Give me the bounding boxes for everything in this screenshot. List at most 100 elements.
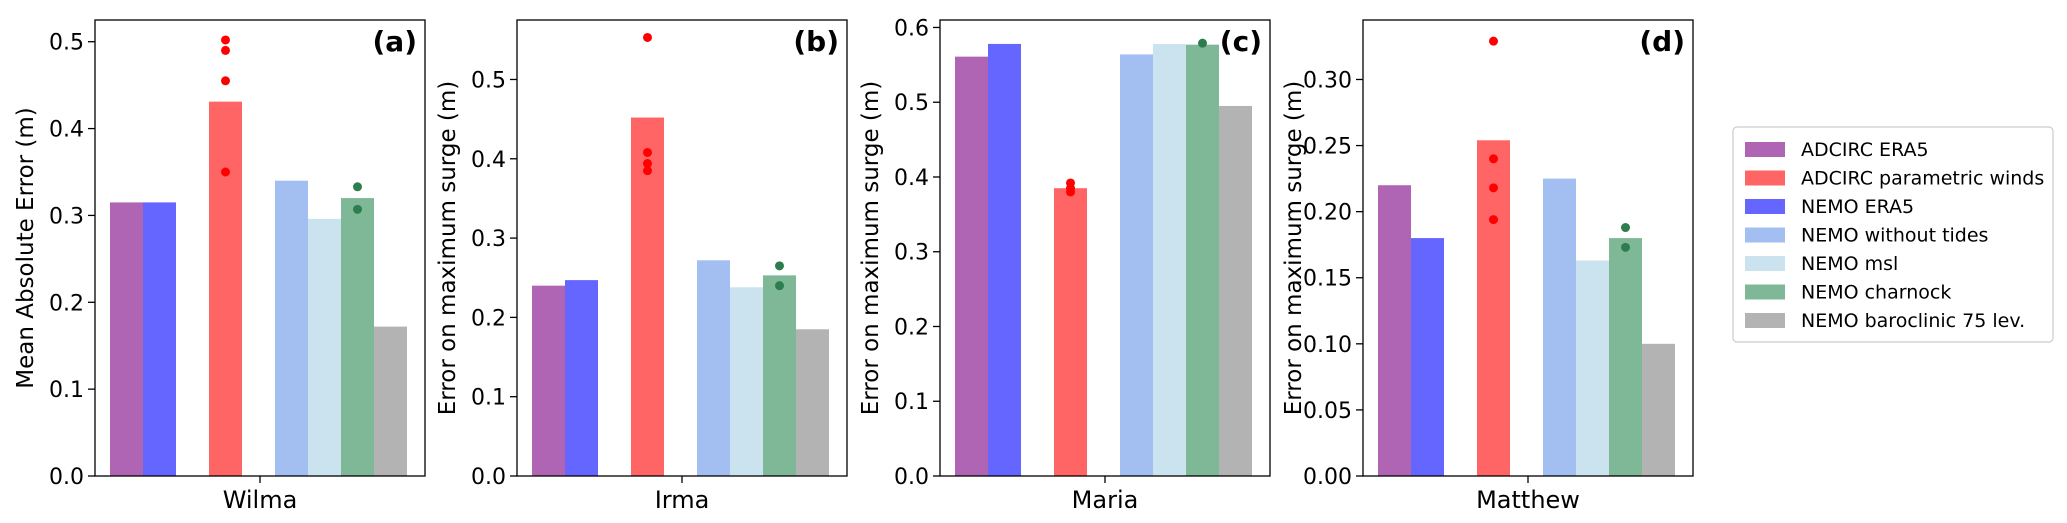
legend-swatch (1745, 227, 1785, 243)
legend-label: ADCIRC ERA5 (1801, 139, 1929, 161)
y-axis-label: Mean Absolute Error (m) (13, 107, 39, 389)
bar-adcirc-era5 (1378, 185, 1411, 476)
bar-nemo-era5 (143, 202, 176, 476)
legend-swatch (1745, 256, 1785, 271)
bar-nemo-without-tides (697, 260, 730, 476)
y-tick-label: 0.4 (894, 166, 929, 191)
y-tick-label: 0.00 (1303, 465, 1352, 490)
y-tick-label: 0.05 (1303, 399, 1352, 424)
y-tick-label: 0.1 (894, 390, 929, 415)
bar-adcirc-era5 (955, 56, 988, 476)
legend-entry-nemo-charnock: NEMO charnock (1745, 282, 1951, 304)
y-tick-label: 0.0 (49, 465, 84, 490)
bar-nemo-msl (1576, 260, 1609, 476)
point-nemo-charnock (775, 261, 784, 271)
legend-entry-nemo-era5: NEMO ERA5 (1745, 196, 1914, 218)
bar-nemo-baroclinic-75-lev (1219, 105, 1252, 476)
bar-nemo-era5 (565, 280, 598, 476)
point-nemo-charnock (353, 204, 362, 214)
bar-nemo-charnock (341, 198, 374, 477)
legend-swatch (1745, 199, 1785, 214)
bar-nemo-charnock (1186, 44, 1219, 476)
bar-adcirc-parametric-winds (1477, 140, 1510, 476)
y-tick-label: 0.30 (1303, 68, 1352, 93)
panel-matthew: 0.00 0.05 0.10 0.15 0.20 0.25 0.30 Matthew Error… (1281, 19, 1694, 514)
point-nemo-charnock (353, 182, 362, 192)
y-tick-label: 0.25 (1303, 135, 1352, 160)
point-nemo-charnock (1621, 223, 1630, 233)
panel-tag: (a) (373, 25, 418, 58)
panel-tag: (c) (1220, 25, 1262, 58)
y-tick-label: 0.3 (894, 241, 929, 266)
bar-nemo-baroclinic-75-lev (374, 326, 407, 476)
point-adcirc-parametric-winds (1489, 36, 1498, 46)
legend-entry-nemo-baroclinic-75-lev: NEMO baroclinic 75 lev. (1745, 310, 2025, 332)
point-adcirc-parametric-winds (643, 159, 652, 169)
bar-nemo-era5 (988, 43, 1021, 476)
y-axis-label: Error on maximum surge (m) (858, 81, 884, 416)
bar-nemo-msl (730, 287, 763, 476)
bar-nemo-without-tides (1120, 54, 1153, 476)
legend-entry-nemo-msl: NEMO msl (1745, 253, 1898, 275)
x-category-label: Maria (1072, 486, 1139, 514)
legend-label: NEMO baroclinic 75 lev. (1801, 310, 2025, 332)
point-adcirc-parametric-winds (221, 167, 230, 177)
panel-maria: 0.0 0.1 0.2 0.3 0.4 0.5 0.6 Maria Error on maxim… (858, 16, 1271, 514)
y-tick-label: 0.5 (49, 31, 84, 56)
legend: ADCIRC ERA5 ADCIRC parametric winds NEMO E… (1732, 126, 2054, 343)
bar-nemo-era5 (1411, 238, 1444, 476)
y-axis-label: Error on maximum surge (m) (435, 81, 461, 416)
x-category-label: Wilma (223, 486, 298, 514)
bar-adcirc-parametric-winds (209, 101, 242, 476)
bar-adcirc-parametric-winds (1054, 188, 1087, 476)
legend-swatch (1745, 142, 1785, 157)
legend-label: NEMO ERA5 (1801, 196, 1914, 218)
legend-swatch (1745, 170, 1785, 186)
point-adcirc-parametric-winds (1489, 154, 1498, 164)
legend-label: NEMO without tides (1801, 225, 1988, 247)
point-adcirc-parametric-winds (1489, 183, 1498, 193)
point-adcirc-parametric-winds (221, 76, 230, 86)
bar-nemo-without-tides (275, 180, 308, 476)
y-tick-label: 0.3 (49, 204, 84, 229)
bar-nemo-charnock (763, 275, 796, 476)
y-tick-label: 0.0 (894, 465, 929, 490)
panel-irma: 0.0 0.1 0.2 0.3 0.4 0.5 Irma Error on maximum s… (435, 19, 848, 514)
legend-swatch (1745, 313, 1785, 328)
y-tick-label: 0.20 (1303, 201, 1352, 226)
bar-nemo-without-tides (1543, 178, 1576, 476)
y-tick-label: 0.2 (894, 315, 929, 340)
bar-nemo-baroclinic-75-lev (1642, 343, 1675, 476)
point-adcirc-parametric-winds (643, 32, 652, 42)
legend-frame (1732, 126, 2054, 343)
point-adcirc-parametric-winds (221, 45, 230, 55)
legend-swatch (1745, 284, 1785, 300)
bar-adcirc-era5 (110, 202, 143, 476)
bar-adcirc-era5 (532, 285, 565, 476)
bar-nemo-charnock (1609, 238, 1642, 476)
point-nemo-charnock (775, 281, 784, 291)
point-adcirc-parametric-winds (643, 166, 652, 176)
y-tick-label: 0.4 (49, 118, 84, 143)
y-tick-label: 0.2 (49, 291, 84, 316)
y-tick-label: 0.0 (471, 465, 506, 490)
y-tick-label: 0.4 (471, 148, 506, 173)
panel-tag: (d) (1639, 25, 1685, 58)
legend-entry-adcirc-era5: ADCIRC ERA5 (1745, 139, 1929, 161)
y-tick-label: 0.5 (894, 91, 929, 116)
y-tick-label: 0.10 (1303, 333, 1352, 358)
point-adcirc-parametric-winds (643, 147, 652, 157)
panel-tag: (b) (793, 25, 839, 58)
legend-label: NEMO msl (1801, 253, 1898, 275)
legend-entry-nemo-without-tides: NEMO without tides (1745, 225, 1988, 247)
x-category-label: Irma (655, 486, 710, 514)
bar-adcirc-parametric-winds (631, 117, 664, 477)
legend-entry-adcirc-parametric-winds: ADCIRC parametric winds (1745, 168, 2044, 190)
y-tick-label: 0.5 (471, 68, 506, 93)
y-tick-label: 0.2 (471, 306, 506, 331)
panels: 0.0 0.1 0.2 0.3 0.4 0.5 Wilma Mean Absolute Err… (13, 16, 1694, 514)
legend-label: NEMO charnock (1801, 282, 1951, 304)
y-tick-label: 0.6 (894, 16, 929, 41)
point-nemo-charnock (1198, 38, 1207, 48)
bar-nemo-baroclinic-75-lev (796, 329, 829, 476)
